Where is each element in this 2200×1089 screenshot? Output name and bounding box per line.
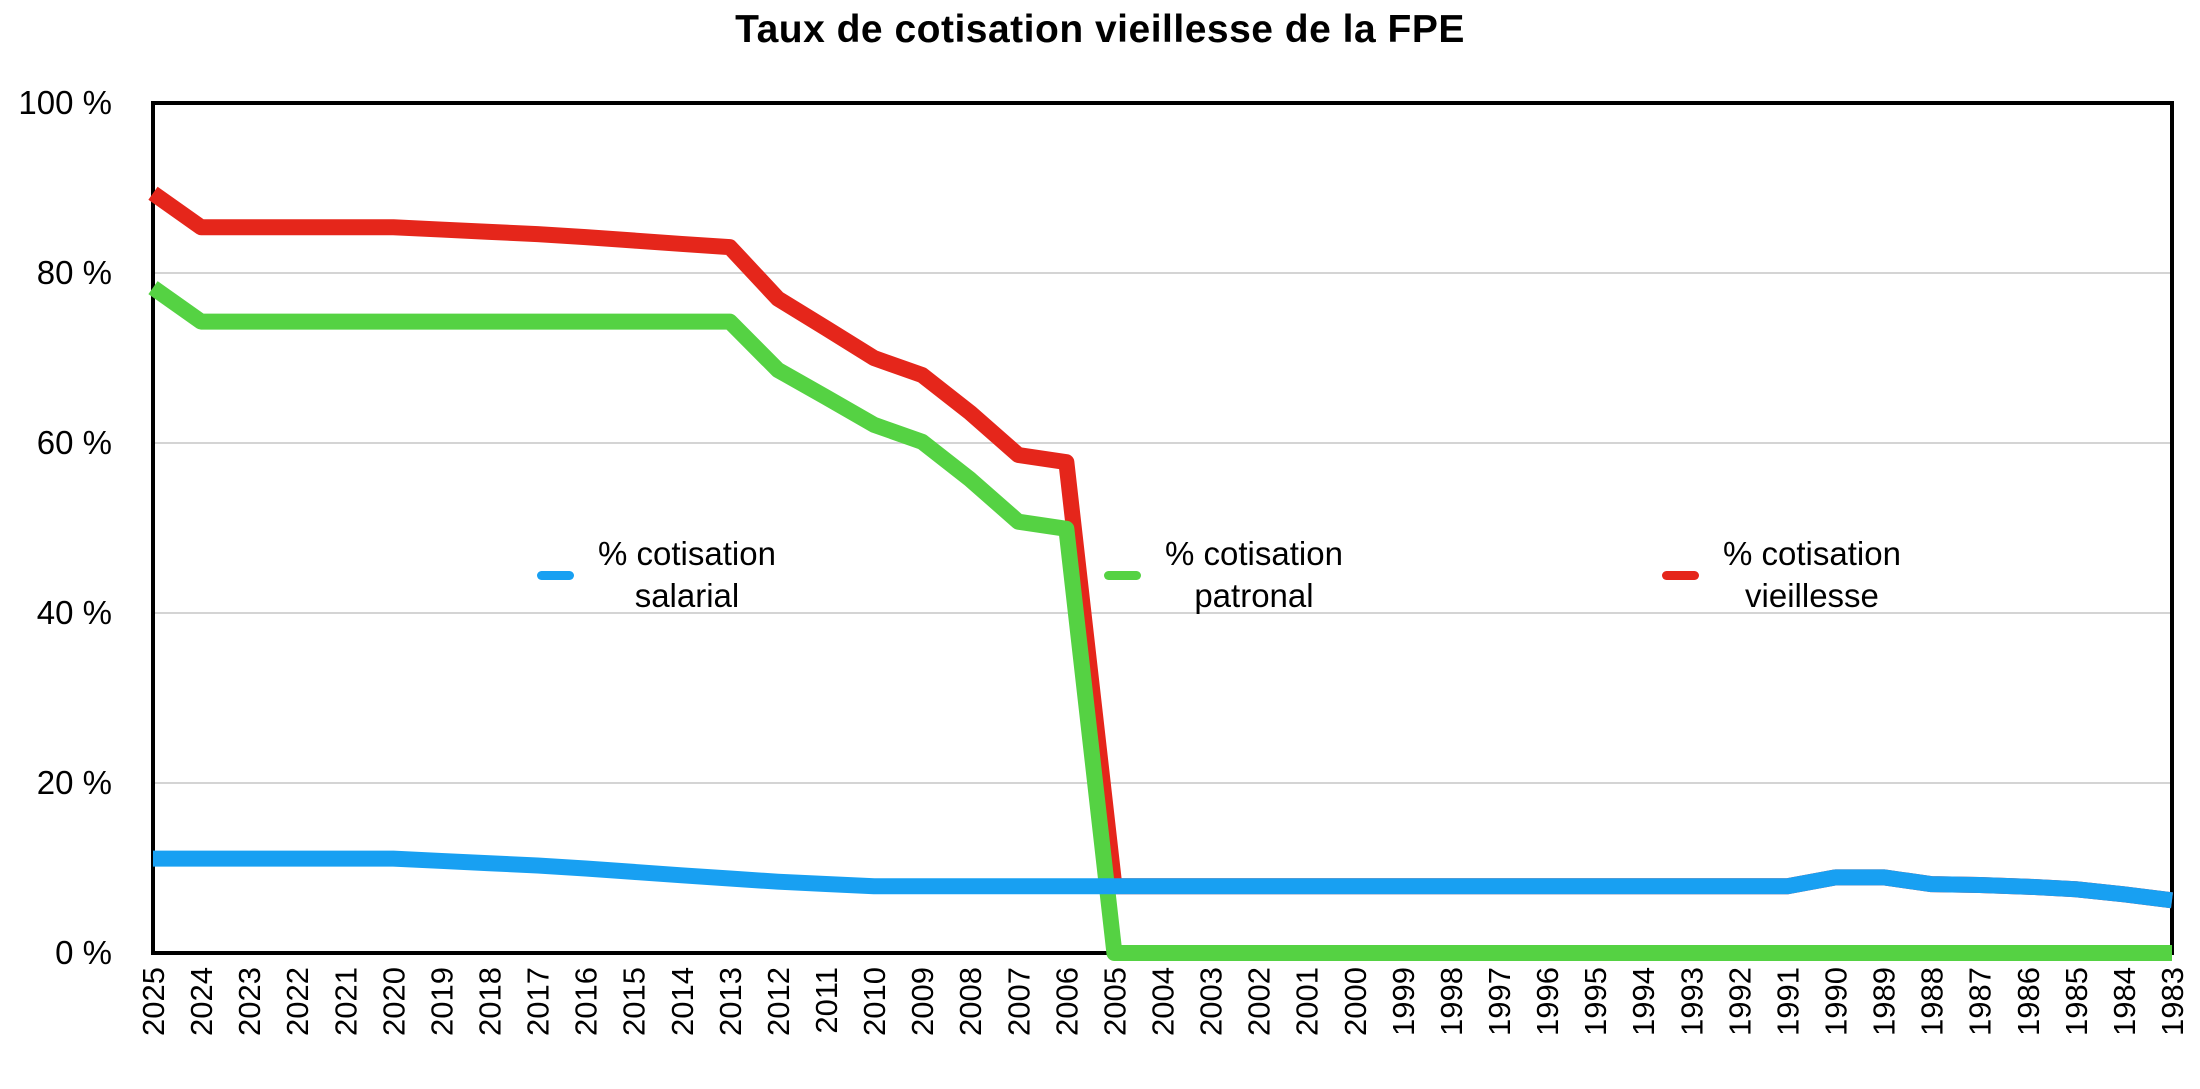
x-tick-label: 2015 xyxy=(617,967,652,1036)
x-tick-label: 2017 xyxy=(521,967,556,1036)
x-tick-label: 2000 xyxy=(1338,967,1373,1036)
legend-label-vieillesse: % cotisation vieillesse xyxy=(1723,533,1901,617)
chart-title: Taux de cotisation vieillesse de la FPE xyxy=(735,8,1465,51)
x-tick-label: 1983 xyxy=(2155,967,2190,1036)
x-tick-label: 2001 xyxy=(1290,967,1325,1036)
y-tick-label: 0 % xyxy=(55,934,112,971)
legend-swatch-salarial xyxy=(537,570,574,580)
legend-item-patronal: % cotisation patronal xyxy=(1104,533,1343,617)
y-tick-label: 80 % xyxy=(37,254,112,291)
legend-label-line: % cotisation xyxy=(598,535,776,572)
series-line-patronal xyxy=(148,281,2172,961)
x-tick-label: 2002 xyxy=(1242,967,1277,1036)
x-tick-label: 2024 xyxy=(184,967,219,1036)
x-tick-label: 2014 xyxy=(665,967,700,1036)
x-tick-label: 2023 xyxy=(232,967,267,1036)
legend-label-patronal: % cotisation patronal xyxy=(1165,533,1343,617)
legend-item-vieillesse: % cotisation vieillesse xyxy=(1662,533,1901,617)
x-tick-label: 1985 xyxy=(2059,967,2094,1036)
x-tick-label: 1999 xyxy=(1386,967,1421,1036)
x-tick-label: 1992 xyxy=(1722,967,1757,1036)
x-tick-label: 1984 xyxy=(2107,967,2142,1036)
x-tick-label: 2018 xyxy=(473,967,508,1036)
y-tick-label: 40 % xyxy=(37,594,112,631)
x-tick-label: 1986 xyxy=(2011,967,2046,1036)
x-tick-label: 1993 xyxy=(1674,967,1709,1036)
x-tick-label: 2012 xyxy=(761,967,796,1036)
x-tick-label: 2008 xyxy=(953,967,988,1036)
x-tick-label: 1997 xyxy=(1482,967,1517,1036)
x-tick-label: 2003 xyxy=(1194,967,1229,1036)
x-tick-label: 1998 xyxy=(1434,967,1469,1036)
legend-label-line: vieillesse xyxy=(1745,577,1879,614)
legend-label-line: % cotisation xyxy=(1723,535,1901,572)
x-tick-label: 2009 xyxy=(905,967,940,1036)
x-tick-label: 2007 xyxy=(1001,967,1036,1036)
legend-label-line: salarial xyxy=(634,577,740,614)
x-tick-label: 2022 xyxy=(280,967,315,1036)
x-tick-label: 1987 xyxy=(1963,967,1998,1036)
legend-label-line: patronal xyxy=(1194,577,1314,614)
x-tick-label: 2004 xyxy=(1146,967,1181,1036)
x-tick-label: 2006 xyxy=(1049,967,1084,1036)
x-tick-label: 1996 xyxy=(1530,967,1565,1036)
x-tick-label: 2021 xyxy=(328,967,363,1036)
x-tick-label: 2016 xyxy=(569,967,604,1036)
x-tick-label: 1989 xyxy=(1867,967,1902,1036)
x-tick-label: 2010 xyxy=(857,967,892,1036)
x-tick-label: 2013 xyxy=(713,967,748,1036)
x-tick-label: 2019 xyxy=(424,967,459,1036)
x-tick-label: 1991 xyxy=(1770,967,1805,1036)
x-tick-label: 1990 xyxy=(1819,967,1854,1036)
legend-label-line: % cotisation xyxy=(1165,535,1343,572)
series-line-salarial xyxy=(153,850,2173,909)
x-tick-label: 2025 xyxy=(136,967,171,1036)
x-tick-label: 2011 xyxy=(809,967,844,1034)
y-tick-label: 100 % xyxy=(18,84,112,121)
y-tick-label: 20 % xyxy=(37,764,112,801)
x-tick-label: 2020 xyxy=(376,967,411,1036)
x-tick-label: 2005 xyxy=(1097,967,1132,1036)
legend-swatch-patronal xyxy=(1104,570,1141,580)
y-tick-label: 60 % xyxy=(37,424,112,461)
legend-swatch-vieillesse xyxy=(1662,570,1699,580)
x-tick-label: 1995 xyxy=(1578,967,1613,1036)
legend-label-salarial: % cotisation salarial xyxy=(598,533,776,617)
x-tick-label: 1994 xyxy=(1626,967,1661,1036)
x-tick-label: 1988 xyxy=(1915,967,1950,1036)
legend-item-salarial: % cotisation salarial xyxy=(537,533,776,617)
